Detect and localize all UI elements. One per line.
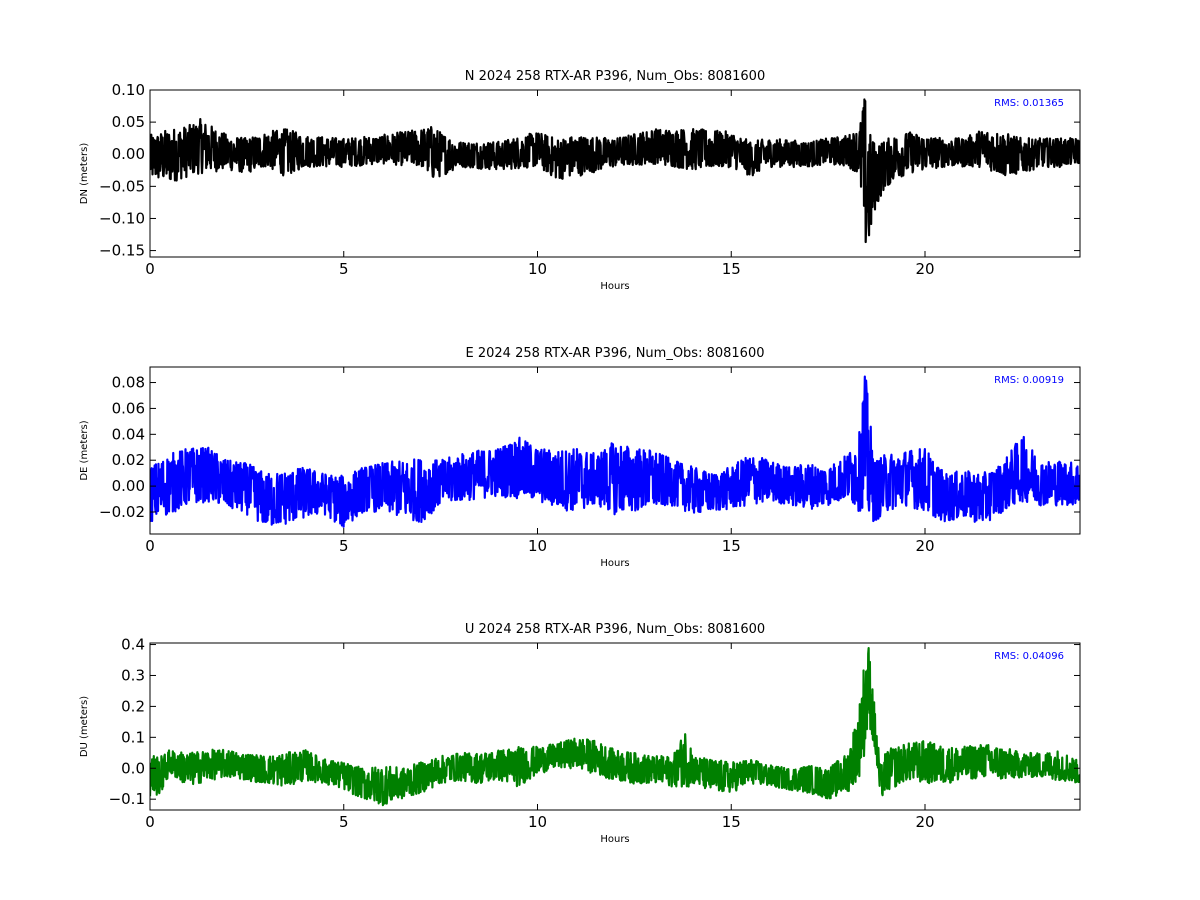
x-tick-label: 15 bbox=[722, 537, 741, 555]
data-series-line bbox=[150, 647, 1080, 807]
chart-title: U 2024 258 RTX-AR P396, Num_Obs: 8081600 bbox=[465, 622, 765, 637]
chart-title: N 2024 258 RTX-AR P396, Num_Obs: 8081600 bbox=[465, 69, 765, 84]
x-tick-label: 5 bbox=[339, 813, 349, 831]
y-axis-label: DE (meters) bbox=[79, 420, 90, 480]
east-panel: 0 5 10 15 20 0.08 0.06 0.04 0.02 0.00 −0.02 E 2024 … bbox=[79, 346, 1081, 569]
x-tick-label: 0 bbox=[145, 537, 155, 555]
x-tick-label: 10 bbox=[528, 813, 547, 831]
x-axis-label: Hours bbox=[600, 281, 629, 292]
data-series-line bbox=[150, 375, 1080, 528]
y-tick-label: 0.04 bbox=[112, 425, 145, 443]
x-tick-label: 20 bbox=[915, 813, 934, 831]
y-tick-label: −0.1 bbox=[109, 790, 145, 808]
y-tick-label: 0.00 bbox=[112, 477, 145, 495]
x-axis-label: Hours bbox=[600, 834, 629, 845]
y-tick-label: 0.06 bbox=[112, 399, 145, 417]
x-tick-label: 0 bbox=[145, 813, 155, 831]
y-tick-label: 0.2 bbox=[121, 697, 145, 715]
y-tick-label: 0.00 bbox=[112, 145, 145, 163]
x-tick-label: 20 bbox=[915, 537, 934, 555]
x-tick-label: 5 bbox=[339, 537, 349, 555]
up-panel: 0 5 10 15 20 0.4 0.3 0.2 0.1 0.0 −0.1 U 2024 258 RT… bbox=[79, 622, 1081, 845]
rms-annotation: RMS: 0.00919 bbox=[994, 375, 1064, 386]
y-tick-label: 0.05 bbox=[112, 113, 145, 131]
y-tick-label: 0.4 bbox=[121, 636, 145, 654]
y-tick-label: 0.1 bbox=[121, 728, 145, 746]
x-tick-label: 10 bbox=[528, 537, 547, 555]
y-tick-label: −0.10 bbox=[99, 209, 145, 227]
x-tick-label: 20 bbox=[915, 260, 934, 278]
y-tick-label: 0.10 bbox=[112, 81, 145, 99]
y-tick-label: −0.02 bbox=[99, 503, 145, 521]
y-tick-label: −0.05 bbox=[99, 177, 145, 195]
x-tick-label: 10 bbox=[528, 260, 547, 278]
y-tick-label: 0.0 bbox=[121, 759, 145, 777]
y-axis-label: DU (meters) bbox=[79, 696, 90, 757]
plot-frame bbox=[149, 642, 1081, 811]
x-tick-label: 5 bbox=[339, 260, 349, 278]
y-tick-label: 0.3 bbox=[121, 666, 145, 684]
data-series-line bbox=[150, 98, 1080, 244]
y-tick-label: −0.15 bbox=[99, 242, 145, 260]
y-axis-label: DN (meters) bbox=[79, 143, 90, 205]
rms-annotation: RMS: 0.04096 bbox=[994, 651, 1064, 662]
x-tick-label: 15 bbox=[722, 260, 741, 278]
plot-frame bbox=[149, 366, 1081, 535]
x-axis-label: Hours bbox=[600, 558, 629, 569]
x-tick-label: 15 bbox=[722, 813, 741, 831]
y-tick-label: 0.02 bbox=[112, 451, 145, 469]
plot-frame bbox=[149, 89, 1081, 258]
chart-title: E 2024 258 RTX-AR P396, Num_Obs: 8081600 bbox=[466, 346, 765, 361]
north-panel: 0 5 10 15 20 0.10 0.05 0.00 −0.05 −0.10 −0.15 N 202… bbox=[79, 69, 1081, 292]
y-tick-label: 0.08 bbox=[112, 374, 145, 392]
x-tick-label: 0 bbox=[145, 260, 155, 278]
rms-annotation: RMS: 0.01365 bbox=[994, 98, 1064, 109]
